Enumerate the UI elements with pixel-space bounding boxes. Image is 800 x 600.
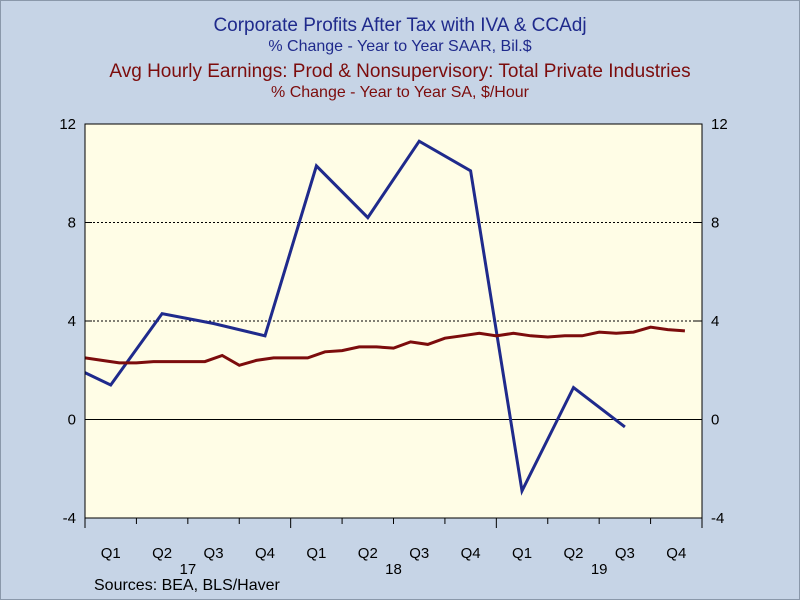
series-layer [85,139,686,496]
x-quarter-label: Q1 [101,545,121,562]
series-line-hourly-earnings [85,325,686,367]
x-year-label: 17 [179,561,196,578]
x-quarter-label: Q3 [409,545,429,562]
sources-note: Sources: BEA, BLS/Haver [94,577,280,594]
x-quarter-label: Q1 [512,545,532,562]
series1-title: Corporate Profits After Tax with IVA & C… [213,15,587,36]
x-quarter-label: Q4 [461,545,481,562]
y-tick-label-left: 12 [59,116,76,133]
axes: -4 0 4 8 12 -4 0 4 8 12 Q1 Q2 Q3 Q4 Q1 Q2 Q3 Q4 Q1 Q2 Q3 Q4 17… [59,116,727,578]
y-tick-label-left: 4 [68,313,76,330]
x-quarter-label: Q2 [358,545,378,562]
x-year-label: 18 [385,561,402,578]
gridlines [85,222,702,420]
x-quarter-label: Q4 [255,545,275,562]
y-tick-label-right: 0 [711,412,719,429]
x-quarter-label: Q4 [666,545,686,562]
x-quarter-label: Q3 [204,545,224,562]
series2-title: Avg Hourly Earnings: Prod & Nonsuperviso… [109,61,691,82]
x-quarter-label: Q2 [563,545,583,562]
y-tick-label-left: 8 [68,215,76,232]
y-tick-label-right: -4 [711,510,724,527]
series-line-corporate-profits [85,139,626,496]
x-year-label: 19 [591,561,608,578]
y-tick-label-right: 12 [711,116,728,133]
x-quarter-label: Q2 [152,545,172,562]
x-quarter-label: Q1 [306,545,326,562]
y-tick-label-left: 0 [68,412,76,429]
series2-subtitle: % Change - Year to Year SA, $/Hour [271,84,529,101]
y-tick-label-right: 4 [711,313,719,330]
series1-subtitle: % Change - Year to Year SAAR, Bil.$ [268,38,532,55]
x-quarter-label: Q3 [615,545,635,562]
y-tick-label-right: 8 [711,215,719,232]
y-tick-label-left: -4 [63,510,76,527]
